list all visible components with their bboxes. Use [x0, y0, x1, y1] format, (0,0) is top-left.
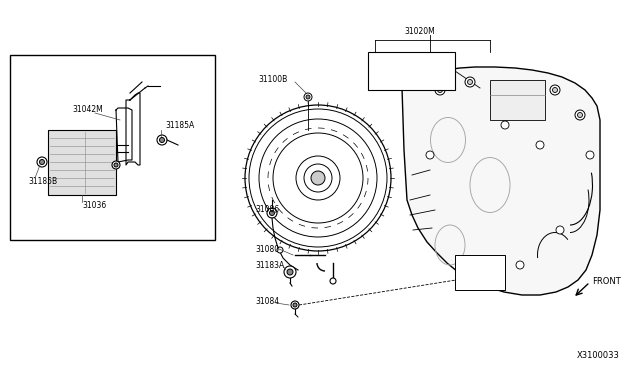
- Circle shape: [291, 301, 299, 309]
- Circle shape: [438, 87, 442, 93]
- Text: 31084: 31084: [255, 298, 279, 307]
- Circle shape: [245, 105, 391, 251]
- Circle shape: [311, 171, 325, 185]
- Circle shape: [277, 247, 283, 253]
- Text: FRONT: FRONT: [592, 278, 621, 286]
- Text: SEC.311: SEC.311: [396, 61, 427, 70]
- Circle shape: [40, 160, 45, 164]
- Polygon shape: [402, 67, 600, 295]
- Bar: [455, 255, 505, 290]
- Circle shape: [435, 85, 445, 95]
- Circle shape: [112, 161, 120, 169]
- Circle shape: [550, 85, 560, 95]
- Circle shape: [306, 95, 310, 99]
- Circle shape: [426, 151, 434, 159]
- Bar: [368, 52, 455, 90]
- Text: 31185B: 31185B: [28, 177, 57, 186]
- Circle shape: [37, 157, 47, 167]
- Text: 31042M: 31042M: [72, 106, 103, 115]
- Circle shape: [577, 112, 582, 118]
- Circle shape: [536, 141, 544, 149]
- Circle shape: [267, 208, 277, 218]
- Circle shape: [330, 278, 336, 284]
- Circle shape: [287, 269, 293, 275]
- Circle shape: [114, 163, 118, 167]
- Circle shape: [249, 109, 387, 247]
- Circle shape: [556, 226, 564, 234]
- Circle shape: [269, 211, 275, 215]
- Text: 31183A: 31183A: [255, 260, 284, 269]
- Circle shape: [157, 135, 167, 145]
- Circle shape: [159, 138, 164, 142]
- Text: 31036: 31036: [82, 201, 106, 209]
- Circle shape: [491, 265, 505, 279]
- Circle shape: [467, 80, 472, 84]
- Circle shape: [516, 261, 524, 269]
- Bar: [490, 80, 545, 120]
- Bar: [10, 55, 215, 240]
- Text: 31185A: 31185A: [165, 121, 195, 129]
- Circle shape: [476, 276, 484, 284]
- Bar: [48, 130, 116, 195]
- Circle shape: [304, 93, 312, 101]
- Text: X3100033: X3100033: [577, 350, 620, 359]
- Text: (31100): (31100): [396, 73, 426, 81]
- Circle shape: [465, 77, 475, 87]
- Text: 31086: 31086: [255, 205, 279, 215]
- Text: 31080: 31080: [255, 244, 279, 253]
- Circle shape: [552, 87, 557, 93]
- Circle shape: [495, 269, 502, 276]
- Text: 31020M: 31020M: [404, 28, 435, 36]
- Circle shape: [284, 266, 296, 278]
- Text: 31100B: 31100B: [258, 76, 287, 84]
- Circle shape: [296, 156, 340, 200]
- Circle shape: [259, 119, 377, 237]
- Circle shape: [501, 121, 509, 129]
- Circle shape: [273, 133, 363, 223]
- Circle shape: [293, 303, 297, 307]
- Circle shape: [575, 110, 585, 120]
- Circle shape: [586, 151, 594, 159]
- Circle shape: [304, 164, 332, 192]
